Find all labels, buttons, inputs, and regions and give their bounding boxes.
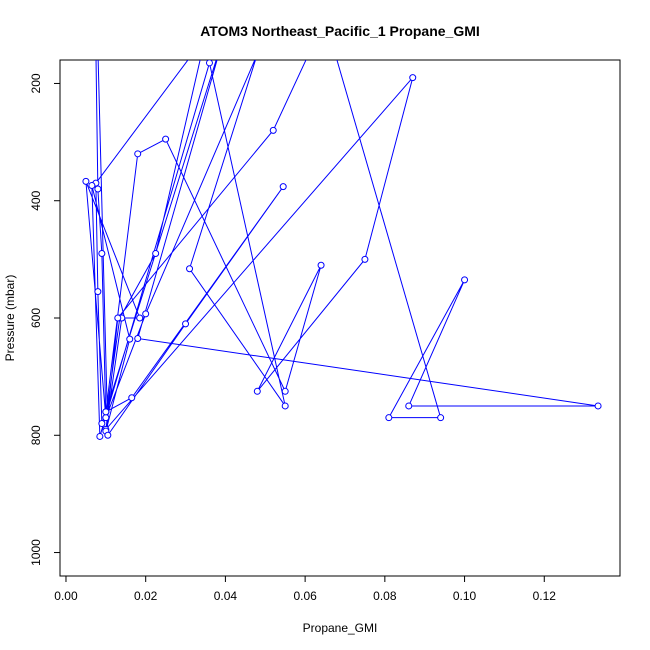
data-point [95, 45, 101, 51]
y-tick-label: 200 [29, 73, 43, 93]
data-point [437, 414, 445, 422]
x-tick-label: 0.04 [214, 589, 238, 603]
series-line [85, 60, 599, 437]
data-point [88, 181, 96, 189]
data-point [136, 314, 144, 322]
data-point [279, 183, 287, 191]
data-point [281, 402, 289, 410]
data-point [405, 402, 413, 410]
data-point [142, 310, 150, 318]
data-point [317, 261, 325, 269]
data-point [94, 185, 102, 193]
y-axis-label: Pressure (mbar) [3, 275, 17, 362]
data-point [162, 135, 170, 143]
data-point [102, 414, 110, 422]
data-point [94, 288, 102, 296]
data-point [134, 335, 142, 343]
data-point [98, 250, 106, 257]
x-tick-label: 0.10 [453, 589, 477, 603]
x-axis: 0.00 0.02 0.04 0.06 0.08 0.10 0.12 [54, 575, 557, 603]
data-point [134, 150, 142, 158]
x-tick-label: 0.06 [293, 589, 317, 603]
data-point [128, 394, 136, 402]
data-point [126, 335, 134, 343]
chart-title: ATOM3 Northeast_Pacific_1 Propane_GMI [200, 23, 480, 39]
data-point [82, 177, 90, 185]
y-tick-label: 1000 [29, 539, 43, 566]
y-axis: 200 400 600 800 1000 [29, 73, 61, 566]
data-point [102, 408, 110, 416]
x-tick-label: 0.08 [373, 589, 397, 603]
x-tick-label: 0.00 [54, 589, 78, 603]
data-point [93, 45, 99, 51]
data-point [361, 255, 369, 263]
data-point [104, 431, 112, 439]
data-point [322, 16, 328, 22]
data-point [96, 432, 104, 440]
x-axis-label: Propane_GMI [303, 621, 378, 635]
y-tick-label: 800 [29, 425, 43, 445]
data-point [186, 265, 194, 273]
data-point [98, 420, 106, 428]
data-point [205, 60, 213, 67]
data-point [182, 320, 190, 328]
y-tick-label: 600 [29, 308, 43, 328]
x-tick-label: 0.12 [533, 589, 557, 603]
data-point [461, 276, 469, 284]
data-point [114, 314, 122, 322]
data-point [254, 51, 260, 57]
y-tick-label: 400 [29, 190, 43, 210]
data-point [385, 414, 393, 422]
data-point [409, 74, 417, 82]
data-point [152, 250, 160, 257]
data-point [594, 402, 602, 410]
x-tick-label: 0.02 [134, 589, 158, 603]
data-point [253, 387, 261, 395]
data-point [281, 387, 289, 395]
data-point [269, 126, 277, 134]
data-layer [82, 16, 602, 440]
